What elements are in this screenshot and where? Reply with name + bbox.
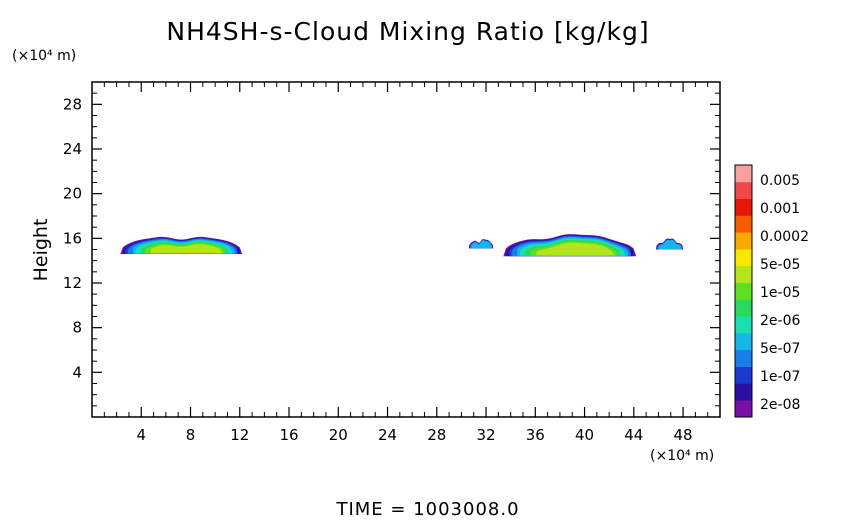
cloud-layer <box>150 244 222 254</box>
colorbar-swatch <box>735 249 752 267</box>
colorbar-swatch <box>735 165 752 183</box>
colorbar-label: 5e-07 <box>760 341 800 357</box>
y-unit-label: (×10⁴ m) <box>12 48 76 64</box>
cloud-region <box>120 236 243 254</box>
colorbar-swatch <box>735 215 752 233</box>
colorbar-label: 0.0002 <box>760 229 809 245</box>
colorbar-swatch <box>735 265 752 283</box>
cloud-region <box>503 234 637 257</box>
x-tick-label: 20 <box>329 426 348 444</box>
y-tick-label: 20 <box>63 185 82 203</box>
y-axis-label: Height <box>30 219 52 282</box>
colorbar-swatch <box>735 181 752 199</box>
x-tick-label: 24 <box>378 426 397 444</box>
colorbar-frame <box>734 164 753 418</box>
x-tick-label: 44 <box>624 426 643 444</box>
cloud-layer <box>536 242 615 256</box>
colorbar-label: 2e-08 <box>760 397 800 413</box>
colorbar-swatch <box>735 299 752 317</box>
colorbar-label: 1e-05 <box>760 285 800 301</box>
colorbar-swatch <box>735 349 752 367</box>
footer-time: TIME = 1003008.0 <box>335 499 519 519</box>
colorbar-swatch <box>735 366 752 384</box>
cloud-regions <box>120 234 684 257</box>
x-tick-label: 28 <box>427 426 446 444</box>
y-tick-label: 4 <box>72 363 82 381</box>
colorbar-swatch <box>735 232 752 250</box>
colorbar-swatch <box>735 282 752 300</box>
cloud-layer <box>471 240 492 249</box>
y-tick-label: 8 <box>72 319 82 337</box>
colorbar-label: 0.001 <box>760 201 800 217</box>
colorbar-swatch <box>735 333 752 351</box>
colorbar-label: 2e-06 <box>760 313 800 329</box>
y-tick-label: 12 <box>63 274 82 292</box>
chart-title: NH4SH-s-Cloud Mixing Ratio [kg/kg] <box>166 17 649 46</box>
colorbar-label: 0.005 <box>760 173 800 189</box>
colorbar-swatch <box>735 316 752 334</box>
colorbar-label: 5e-05 <box>760 257 800 273</box>
x-tick-label: 16 <box>279 426 298 444</box>
cloud-layer <box>658 240 682 250</box>
x-tick-label: 32 <box>476 426 495 444</box>
y-tick-label: 24 <box>63 140 82 158</box>
x-tick-label: 12 <box>230 426 249 444</box>
x-tick-label: 36 <box>526 426 545 444</box>
y-tick-label: 16 <box>63 229 82 247</box>
colorbar: 0.005 0.001 0.0002 5e-05 1e-05 2e-06 5e-07 1e-0… <box>734 164 809 418</box>
colorbar-swatch <box>735 400 752 418</box>
x-tick-label: 8 <box>186 426 196 444</box>
colorbar-swatch <box>735 198 752 216</box>
colorbar-label: 1e-07 <box>760 369 800 385</box>
x-unit-label: (×10⁴ m) <box>650 448 714 464</box>
cloud-region <box>468 239 494 249</box>
colorbar-swatch <box>735 383 752 401</box>
x-tick-label: 4 <box>136 426 146 444</box>
x-tick-label: 48 <box>674 426 693 444</box>
cloud-region <box>656 238 684 250</box>
y-tick-label: 28 <box>63 95 82 113</box>
x-tick-label: 40 <box>575 426 594 444</box>
